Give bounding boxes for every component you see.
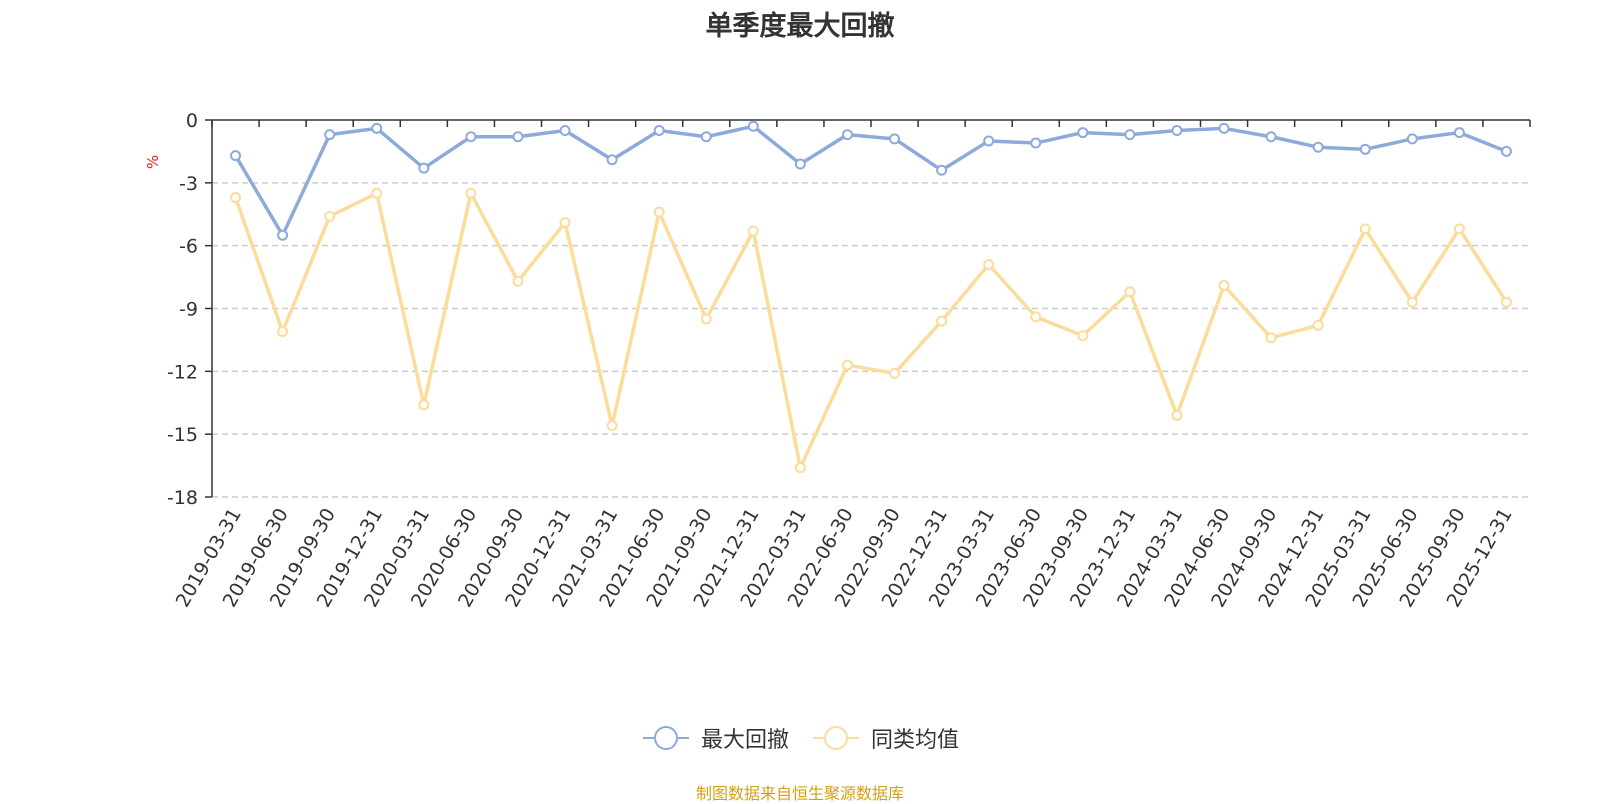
y-tick-label: -12 xyxy=(167,361,198,383)
legend: 最大回撤 同类均值 xyxy=(0,722,1600,754)
data-point[interactable] xyxy=(465,187,477,199)
legend-line-circle-icon xyxy=(813,726,859,750)
data-point[interactable] xyxy=(1500,296,1512,308)
data-point[interactable] xyxy=(983,259,995,271)
data-point[interactable] xyxy=(1077,330,1089,342)
data-point[interactable] xyxy=(936,164,948,176)
data-point[interactable] xyxy=(606,420,618,432)
data-point[interactable] xyxy=(277,326,289,338)
data-point[interactable] xyxy=(1030,137,1042,149)
series-line xyxy=(233,191,1508,470)
data-point[interactable] xyxy=(230,191,242,203)
data-point[interactable] xyxy=(277,229,289,241)
series-lines xyxy=(230,120,1512,474)
data-point[interactable] xyxy=(324,210,336,222)
data-point[interactable] xyxy=(1312,141,1324,153)
y-tick-label: 0 xyxy=(186,110,198,132)
data-point[interactable] xyxy=(418,162,430,174)
data-point[interactable] xyxy=(700,313,712,325)
data-point[interactable] xyxy=(230,150,242,162)
data-point[interactable] xyxy=(794,158,806,170)
data-point[interactable] xyxy=(1265,131,1277,143)
data-point[interactable] xyxy=(1265,332,1277,344)
legend-item-peer-average[interactable]: 同类均值 xyxy=(811,722,959,754)
data-point[interactable] xyxy=(1500,145,1512,157)
y-tick-label: -18 xyxy=(167,487,198,509)
data-point[interactable] xyxy=(1406,133,1418,145)
data-point[interactable] xyxy=(700,131,712,143)
y-tick-label: -15 xyxy=(167,424,198,446)
data-point[interactable] xyxy=(1171,409,1183,421)
data-point[interactable] xyxy=(1312,319,1324,331)
data-point[interactable] xyxy=(936,315,948,327)
data-point[interactable] xyxy=(512,131,524,143)
data-point[interactable] xyxy=(841,129,853,141)
series-2 xyxy=(230,187,1512,474)
y-axis-unit-label: % xyxy=(144,155,162,169)
data-point[interactable] xyxy=(1453,223,1465,235)
legend-item-max-drawdown[interactable]: 最大回撤 xyxy=(641,722,789,754)
data-point[interactable] xyxy=(559,124,571,136)
data-point[interactable] xyxy=(1218,122,1230,134)
y-tick-label: -6 xyxy=(179,236,198,258)
data-point[interactable] xyxy=(983,135,995,147)
data-point[interactable] xyxy=(559,217,571,229)
data-point[interactable] xyxy=(1218,279,1230,291)
data-point[interactable] xyxy=(889,367,901,379)
data-point[interactable] xyxy=(371,187,383,199)
data-point[interactable] xyxy=(841,359,853,371)
legend-label: 同类均值 xyxy=(871,728,960,753)
data-point[interactable] xyxy=(1406,296,1418,308)
y-tick-labels: 0 -3 -6 -9 -12 -15 -18 xyxy=(167,110,198,509)
data-point[interactable] xyxy=(747,120,759,132)
data-point[interactable] xyxy=(512,275,524,287)
chart-title: 单季度最大回撤 xyxy=(705,11,895,42)
data-point[interactable] xyxy=(1124,129,1136,141)
axes xyxy=(205,119,1531,498)
data-point[interactable] xyxy=(794,462,806,474)
data-point[interactable] xyxy=(1453,127,1465,139)
data-point[interactable] xyxy=(889,133,901,145)
data-point[interactable] xyxy=(324,129,336,141)
data-point[interactable] xyxy=(1359,223,1371,235)
data-point[interactable] xyxy=(1124,286,1136,298)
series-line xyxy=(234,124,1508,237)
data-point[interactable] xyxy=(653,206,665,218)
source-note: 制图数据来自恒生聚源数据库 xyxy=(695,784,904,803)
y-tick-label: -3 xyxy=(179,173,198,195)
legend-line-circle-icon xyxy=(642,726,689,750)
data-point[interactable] xyxy=(1077,127,1089,139)
data-point[interactable] xyxy=(1359,143,1371,155)
data-point[interactable] xyxy=(747,225,759,237)
data-point[interactable] xyxy=(371,122,383,134)
data-point[interactable] xyxy=(465,131,477,143)
data-point[interactable] xyxy=(606,154,618,166)
data-point[interactable] xyxy=(418,399,430,411)
series-1 xyxy=(230,120,1512,241)
data-point[interactable] xyxy=(1171,124,1183,136)
y-tick-label: -9 xyxy=(179,299,198,321)
data-point[interactable] xyxy=(1030,311,1042,323)
legend-label: 最大回撤 xyxy=(700,728,789,753)
x-tick-labels: 2019-03-312019-06-302019-09-302019-12-31… xyxy=(172,505,1517,612)
data-point[interactable] xyxy=(653,124,665,136)
